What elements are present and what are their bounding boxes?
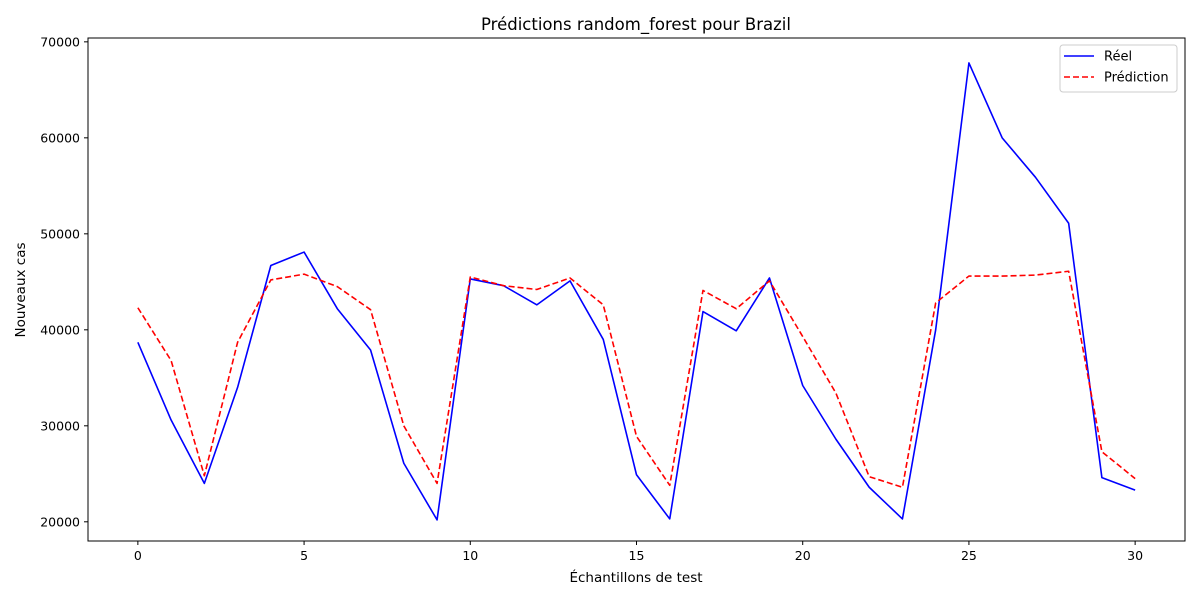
x-tick-label: 0 [134, 548, 142, 563]
legend-label-reel: Réel [1104, 50, 1132, 65]
y-tick-label: 30000 [40, 418, 80, 433]
series-line-prediction [137, 270, 1136, 489]
legend-label-prediction: Prédiction [1104, 71, 1169, 86]
y-axis: 20000 30000 40000 50000 60000 70000 [40, 34, 88, 529]
chart-title: Prédictions random_forest pour Brazil [481, 15, 791, 35]
plot-lines [137, 62, 1136, 521]
x-tick-label: 10 [462, 548, 478, 563]
x-tick-label: 5 [300, 548, 308, 563]
x-tick-label: 25 [961, 548, 977, 563]
y-axis-label: Nouveaux cas [13, 242, 29, 337]
y-tick-label: 50000 [40, 226, 80, 241]
x-axis-label: Échantillons de test [569, 569, 702, 586]
x-tick-label: 15 [629, 548, 645, 563]
y-tick-label: 40000 [40, 322, 80, 337]
series-line-reel [137, 62, 1136, 521]
x-tick-label: 30 [1127, 548, 1143, 563]
y-tick-label: 60000 [40, 130, 80, 145]
y-tick-label: 70000 [40, 34, 80, 49]
y-tick-label: 20000 [40, 514, 80, 529]
x-tick-label: 20 [795, 548, 811, 563]
legend: Réel Prédiction [1059, 44, 1178, 93]
x-axis: 0 5 10 15 20 25 30 [134, 541, 1143, 563]
